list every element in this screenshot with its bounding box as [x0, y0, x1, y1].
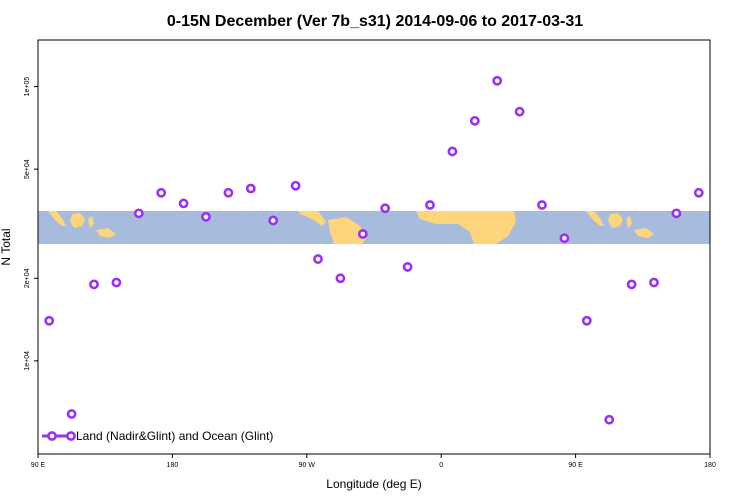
legend-marker-left: [47, 431, 57, 441]
data-point-0-7: [201, 211, 211, 222]
land-sumatra-2: [586, 211, 604, 226]
data-point-0-25: [604, 414, 615, 425]
data-point-0-23: [559, 233, 570, 244]
land-sulawesi: [88, 216, 94, 228]
land-sumatra: [48, 211, 66, 226]
data-point-0-6: [178, 198, 189, 209]
data-point-0-8: [223, 187, 234, 198]
data-point-0-13: [335, 273, 346, 284]
chart-title: 0-15N December (Ver 7b_s31) 2014-09-06 t…: [167, 13, 583, 30]
land-south-america: [328, 217, 366, 244]
data-point-0-15: [380, 203, 391, 214]
x-tick-label-1: 180: [167, 462, 179, 469]
data-point-0-4: [133, 208, 144, 219]
x-tick-label-2: 90 W: [299, 462, 316, 469]
y-axis: 1e+04 2e+04 5e+04 1e+05: [24, 77, 38, 371]
land-sulawesi-2: [626, 216, 632, 228]
x-tick-label-3: 0: [439, 462, 443, 469]
map-land: [48, 211, 654, 244]
data-point-0-27: [649, 277, 659, 288]
data-point-0-11: [290, 180, 301, 191]
land-new-guinea: [96, 228, 116, 238]
data-point-0-19: [469, 115, 480, 126]
data-point-0-16: [402, 262, 413, 272]
data-point-0-21: [514, 106, 525, 117]
data-point-0-29: [693, 187, 704, 198]
data-point-0-2: [89, 279, 99, 290]
x-axis: 90 E 180 90 W 0 90 E 180: [31, 454, 716, 469]
land-central-america: [298, 211, 326, 226]
data-point-0-22: [537, 200, 547, 210]
data-point-0-9: [245, 183, 256, 194]
data-point-0-12: [313, 254, 323, 264]
x-tick-label-5: 180: [704, 462, 716, 469]
data-point-0-20: [492, 75, 503, 86]
data-points: [44, 75, 704, 425]
data-point-0-1: [66, 409, 77, 419]
data-point-0-26: [626, 279, 637, 290]
legend-marker-right: [66, 431, 76, 441]
data-point-0-10: [268, 215, 279, 226]
x-tick-label-4: 90 E: [568, 462, 583, 469]
data-point-0-17: [425, 200, 435, 210]
y-tick-label-0: 1e+04: [24, 351, 31, 371]
land-borneo-2: [608, 213, 623, 228]
data-point-0-24: [581, 315, 592, 326]
y-tick-label-2: 5e+04: [24, 159, 31, 179]
data-point-0-28: [671, 208, 682, 219]
plot-frame: [37, 39, 711, 455]
background-map: [38, 211, 710, 244]
data-point-0-0: [44, 315, 55, 326]
data-point-0-5: [156, 187, 167, 198]
x-tick-label-0: 90 E: [31, 462, 46, 469]
legend-label: Land (Nadir&Glint) and Ocean (Glint): [76, 429, 273, 443]
data-point-0-14: [357, 229, 368, 239]
data-point-0-18: [447, 146, 458, 157]
y-tick-label-3: 1e+05: [24, 77, 31, 97]
data-point-0-3: [111, 277, 122, 288]
y-tick-label-1: 2e+04: [24, 268, 31, 288]
y-axis-label: N Total: [0, 228, 13, 265]
legend: Land (Nadir&Glint) and Ocean (Glint): [42, 429, 273, 443]
land-new-guinea-2: [634, 228, 654, 238]
x-axis-label: Longitude (deg E): [326, 477, 421, 491]
land-borneo: [70, 213, 85, 228]
land-africa: [416, 211, 516, 244]
